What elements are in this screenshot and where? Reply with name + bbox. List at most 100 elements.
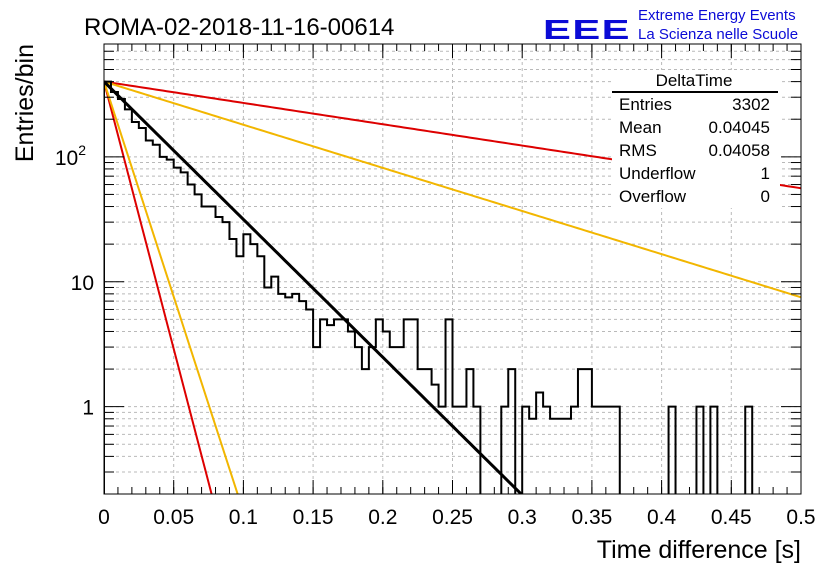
x-tick-label: 0.5 (786, 506, 815, 529)
histogram-bin (174, 168, 181, 532)
histogram-bin (278, 294, 285, 532)
histogram-bin (557, 419, 564, 532)
stats-box-title: DeltaTime (656, 71, 733, 90)
x-tick-label: 0.05 (153, 506, 194, 529)
x-tick-label: 0 (98, 506, 110, 529)
histogram-bin (257, 256, 264, 531)
y-tick-label: 102 (55, 142, 86, 170)
histogram-bin (355, 347, 362, 532)
histogram-bin (195, 194, 202, 531)
stats-label: Entries (619, 95, 672, 114)
histogram-bin (271, 277, 278, 532)
histogram-bin (153, 145, 160, 532)
histogram-bin (264, 287, 271, 531)
stats-label: Overflow (619, 187, 687, 206)
histogram-bin (167, 160, 174, 532)
y-tick-labels: 1 10 102 (55, 142, 94, 420)
x-tick-label: 0.45 (711, 506, 752, 529)
histogram-bin (160, 157, 167, 532)
histogram-bin (376, 319, 383, 531)
y-tick-exponent: 2 (78, 142, 86, 158)
histogram-bin (209, 207, 216, 532)
histogram-bin (125, 109, 132, 531)
histogram-bin (313, 347, 320, 532)
histogram-bin (390, 347, 397, 532)
y-axis-title: Entries/bin (11, 44, 39, 162)
x-tick-label: 0.25 (432, 506, 473, 529)
histogram-bin (550, 419, 557, 532)
histogram-bin (292, 294, 299, 532)
histogram-bin (320, 319, 327, 531)
histogram-bin (543, 407, 550, 532)
logo-letters: EEE (543, 14, 631, 45)
x-tick-labels: 0 0.05 0.1 0.15 0.2 0.25 0.3 0.35 0.4 0.45 0.5 (98, 506, 815, 529)
stats-label: Underflow (619, 164, 696, 183)
y-tick-label: 1 (82, 397, 94, 420)
histogram-bin (334, 319, 341, 531)
histogram-bin (411, 319, 418, 531)
histogram-bin (222, 222, 229, 531)
histogram-bin (132, 122, 139, 532)
x-tick-label: 0.15 (293, 506, 334, 529)
stats-value: 3302 (732, 95, 770, 114)
x-tick-label: 0.35 (571, 506, 612, 529)
logo-line-2: La Scienza nelle Scuole (638, 26, 798, 43)
histogram-bin (139, 128, 146, 532)
histogram-bin (104, 82, 111, 532)
axis-ticks (103, 44, 802, 494)
histogram-bin (418, 369, 425, 532)
histogram-bin (564, 419, 571, 532)
histogram-bin (250, 244, 257, 531)
histogram-bin (285, 297, 292, 531)
histogram (104, 80, 754, 532)
histogram-bin (425, 369, 432, 532)
stats-value: 0 (761, 187, 770, 206)
histogram-bin (118, 99, 125, 532)
histogram-bin (181, 172, 188, 531)
histogram-outline (104, 80, 754, 494)
histogram-bin (397, 347, 404, 532)
x-tick-label: 0.4 (647, 506, 677, 529)
histogram-bin (383, 331, 390, 531)
x-axis-title: Time difference [s] (597, 536, 801, 564)
x-tick-label: 0.1 (229, 506, 258, 529)
stats-box: DeltaTime Entries 3302 Mean 0.04045 RMS 0.040… (612, 70, 780, 208)
histogram-bin (306, 309, 313, 531)
histogram-bin (613, 407, 620, 532)
x-tick-label: 0.2 (368, 506, 397, 529)
y-tick-label: 10 (71, 272, 94, 295)
stats-value: 0.04058 (709, 141, 770, 160)
stats-rows: Entries 3302 Mean 0.04045 RMS 0.04058 Underflo… (619, 95, 770, 206)
curve-orange-slow (104, 80, 801, 299)
histogram-bin (341, 319, 348, 531)
stats-label: RMS (619, 141, 657, 160)
histogram-bin (236, 256, 243, 531)
histogram-bin (146, 141, 153, 532)
histogram-bin (188, 185, 195, 532)
run-title: ROMA-02-2018-11-16-00614 (84, 14, 394, 41)
grid (104, 44, 801, 494)
x-tick-label: 0.3 (508, 506, 537, 529)
stats-value: 0.04045 (709, 118, 770, 137)
histogram-bin (446, 319, 453, 531)
histogram-bin (696, 407, 703, 532)
histogram-bin (243, 234, 250, 531)
histogram-bin (404, 319, 411, 531)
logo-line-1: Extreme Energy Events (638, 7, 796, 24)
histogram-bin (348, 331, 355, 531)
stats-value: 1 (761, 164, 770, 183)
histogram-bin (229, 239, 236, 532)
histogram-bin (202, 207, 209, 532)
histogram-bin (216, 217, 223, 532)
histogram-bin (327, 325, 334, 532)
histogram-bin (536, 392, 543, 531)
histogram-bin (369, 347, 376, 532)
histogram-bin (111, 92, 118, 532)
histogram-bin (299, 301, 306, 532)
eee-logo: EEE Extreme Energy Events La Scienza nel… (543, 7, 798, 45)
histogram-bin (473, 407, 480, 532)
curve-orange-fast (104, 81, 239, 494)
stats-label: Mean (619, 118, 662, 137)
curve-fit (104, 80, 524, 494)
